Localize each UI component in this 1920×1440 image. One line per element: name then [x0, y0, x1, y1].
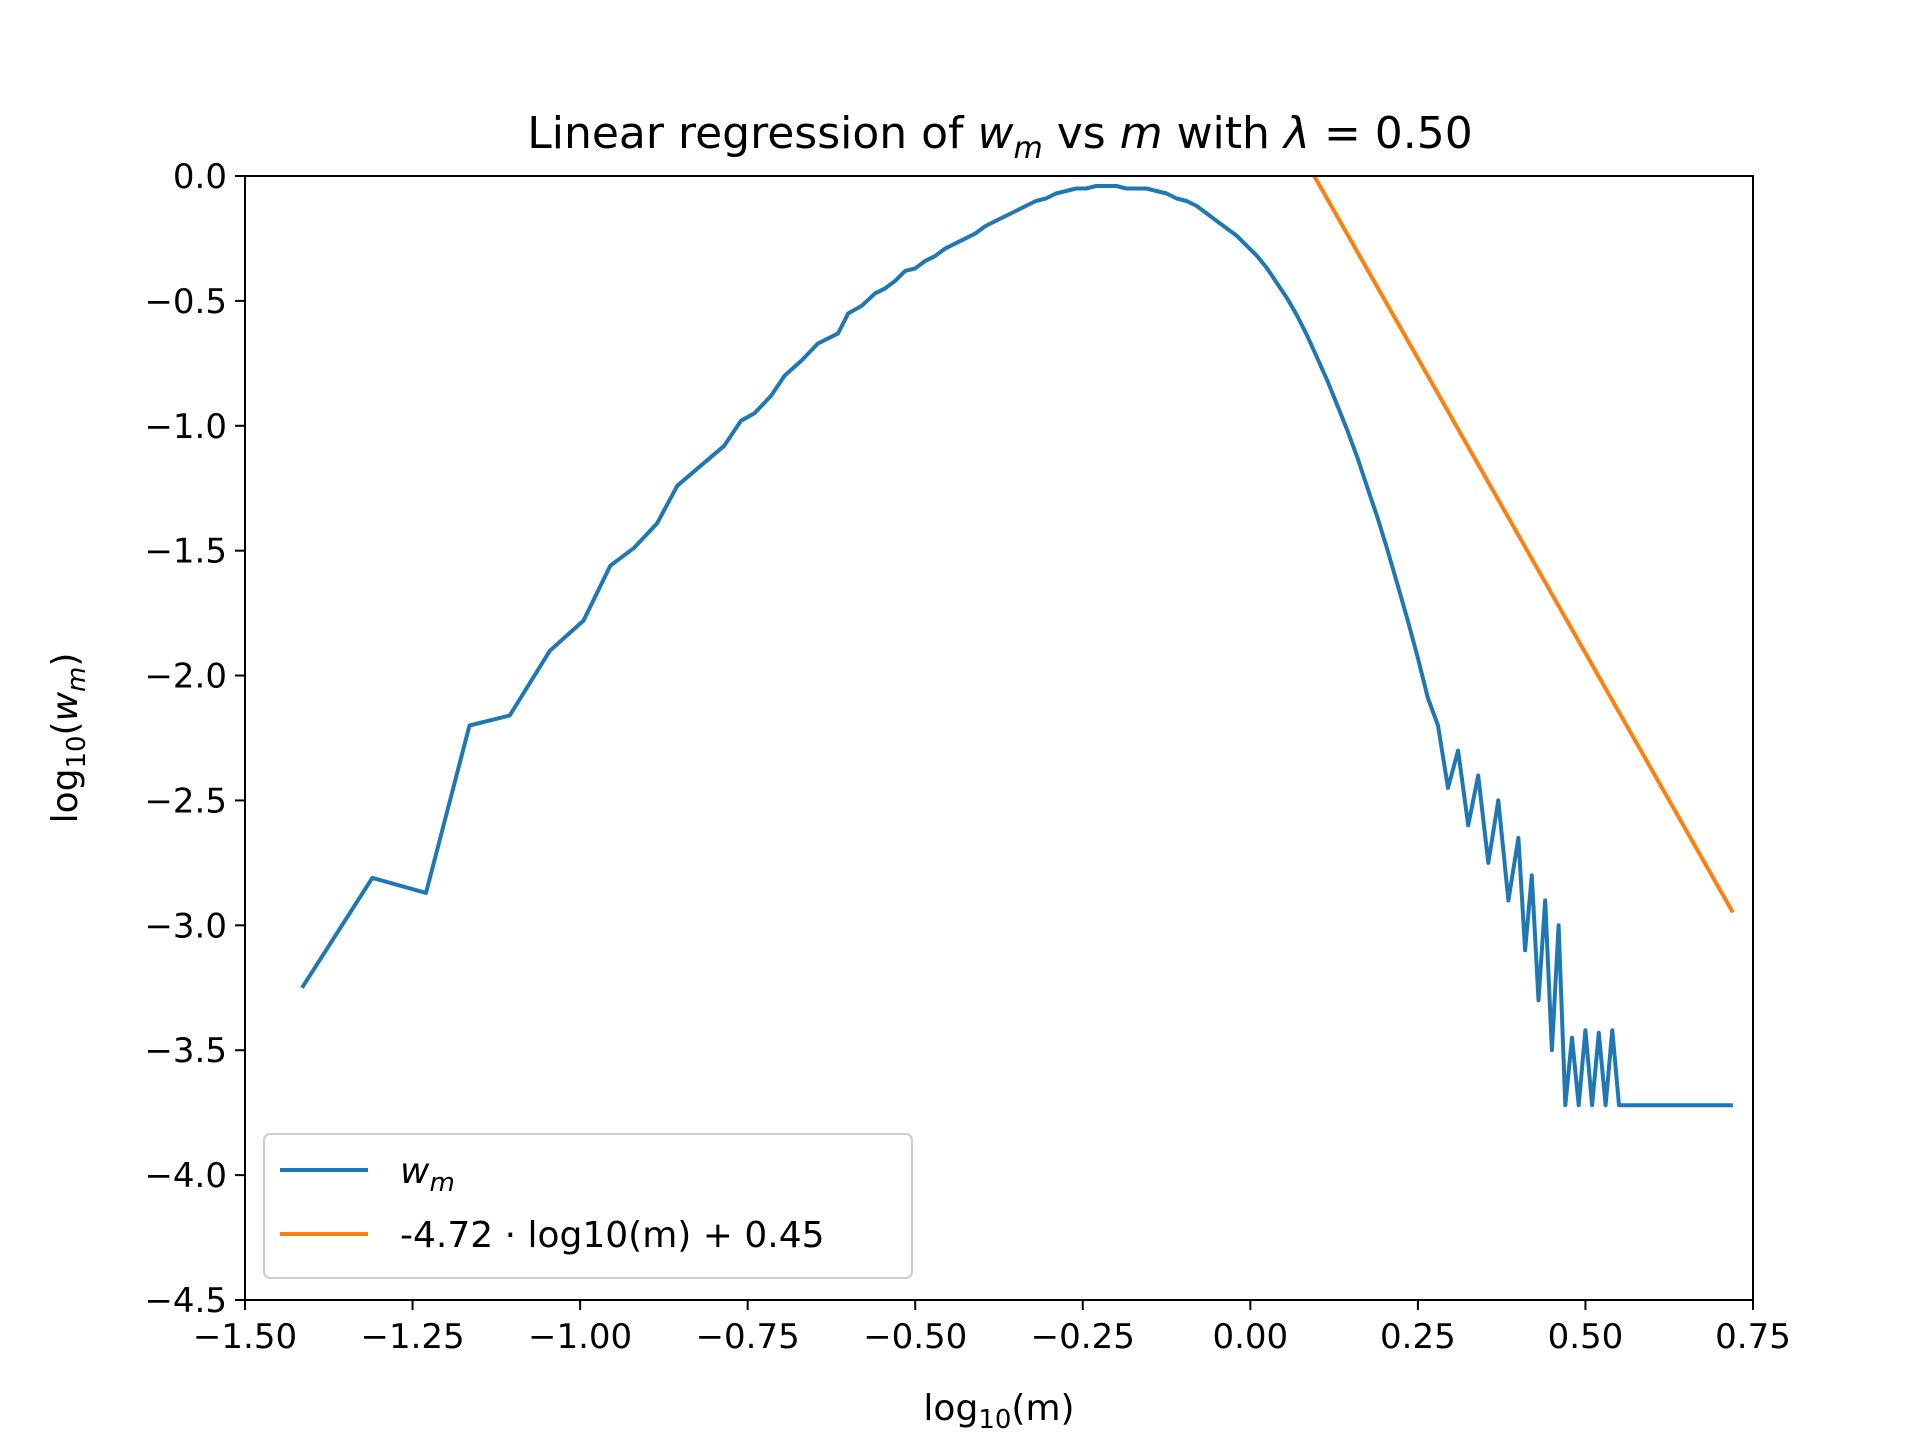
chart-title: Linear regression of wm vs m with λ = 0.…	[527, 108, 1473, 166]
x-tick-label: 0.75	[1715, 1317, 1791, 1357]
x-axis-label: log10(m)	[923, 1388, 1074, 1435]
legend-label-fit: -4.72 · log10(m) + 0.45	[400, 1215, 825, 1256]
legend: wm -4.72 · log10(m) + 0.45	[263, 1133, 913, 1279]
x-tick-label: −0.50	[863, 1317, 967, 1357]
y-tick-label: −2.0	[144, 657, 227, 697]
x-tick-label: −1.25	[360, 1317, 464, 1357]
series-wm-line	[300, 184, 1733, 1108]
y-tick-label: −1.0	[144, 407, 227, 447]
x-tick-label: 0.00	[1212, 1317, 1288, 1357]
x-tick-label: −0.75	[696, 1317, 800, 1357]
y-tick-label: −3.0	[144, 906, 227, 946]
x-tick-label: 0.50	[1548, 1317, 1624, 1357]
y-axis-ticks: 0.0 −0.5 −1.0 −1.5 −2.0 −2.5 −3.0 −3.5 −4.0 −4.5	[144, 157, 245, 1321]
y-tick-label: −4.5	[144, 1281, 227, 1321]
x-tick-label: −1.50	[193, 1317, 297, 1357]
legend-box	[263, 1133, 913, 1279]
x-tick-label: −1.00	[528, 1317, 632, 1357]
axes-frame	[244, 175, 1754, 1301]
legend-label-wm: wm	[400, 1151, 455, 1198]
y-tick-label: 0.0	[173, 157, 227, 197]
x-axis-ticks: −1.50 −1.25 −1.00 −0.75 −0.50 −0.25 0.00 0.25 0.…	[193, 1300, 1791, 1357]
x-tick-label: −0.25	[1031, 1317, 1135, 1357]
y-tick-label: −0.5	[144, 282, 227, 322]
y-tick-label: −4.0	[144, 1156, 227, 1196]
plot-area	[300, 176, 1735, 1108]
x-tick-label: 0.25	[1380, 1317, 1456, 1357]
y-tick-label: −3.5	[144, 1031, 227, 1071]
y-axis-label: log10(wm)	[45, 653, 92, 824]
series-fit-line	[1311, 176, 1735, 914]
y-tick-label: −2.5	[144, 781, 227, 821]
y-tick-label: −1.5	[144, 532, 227, 572]
